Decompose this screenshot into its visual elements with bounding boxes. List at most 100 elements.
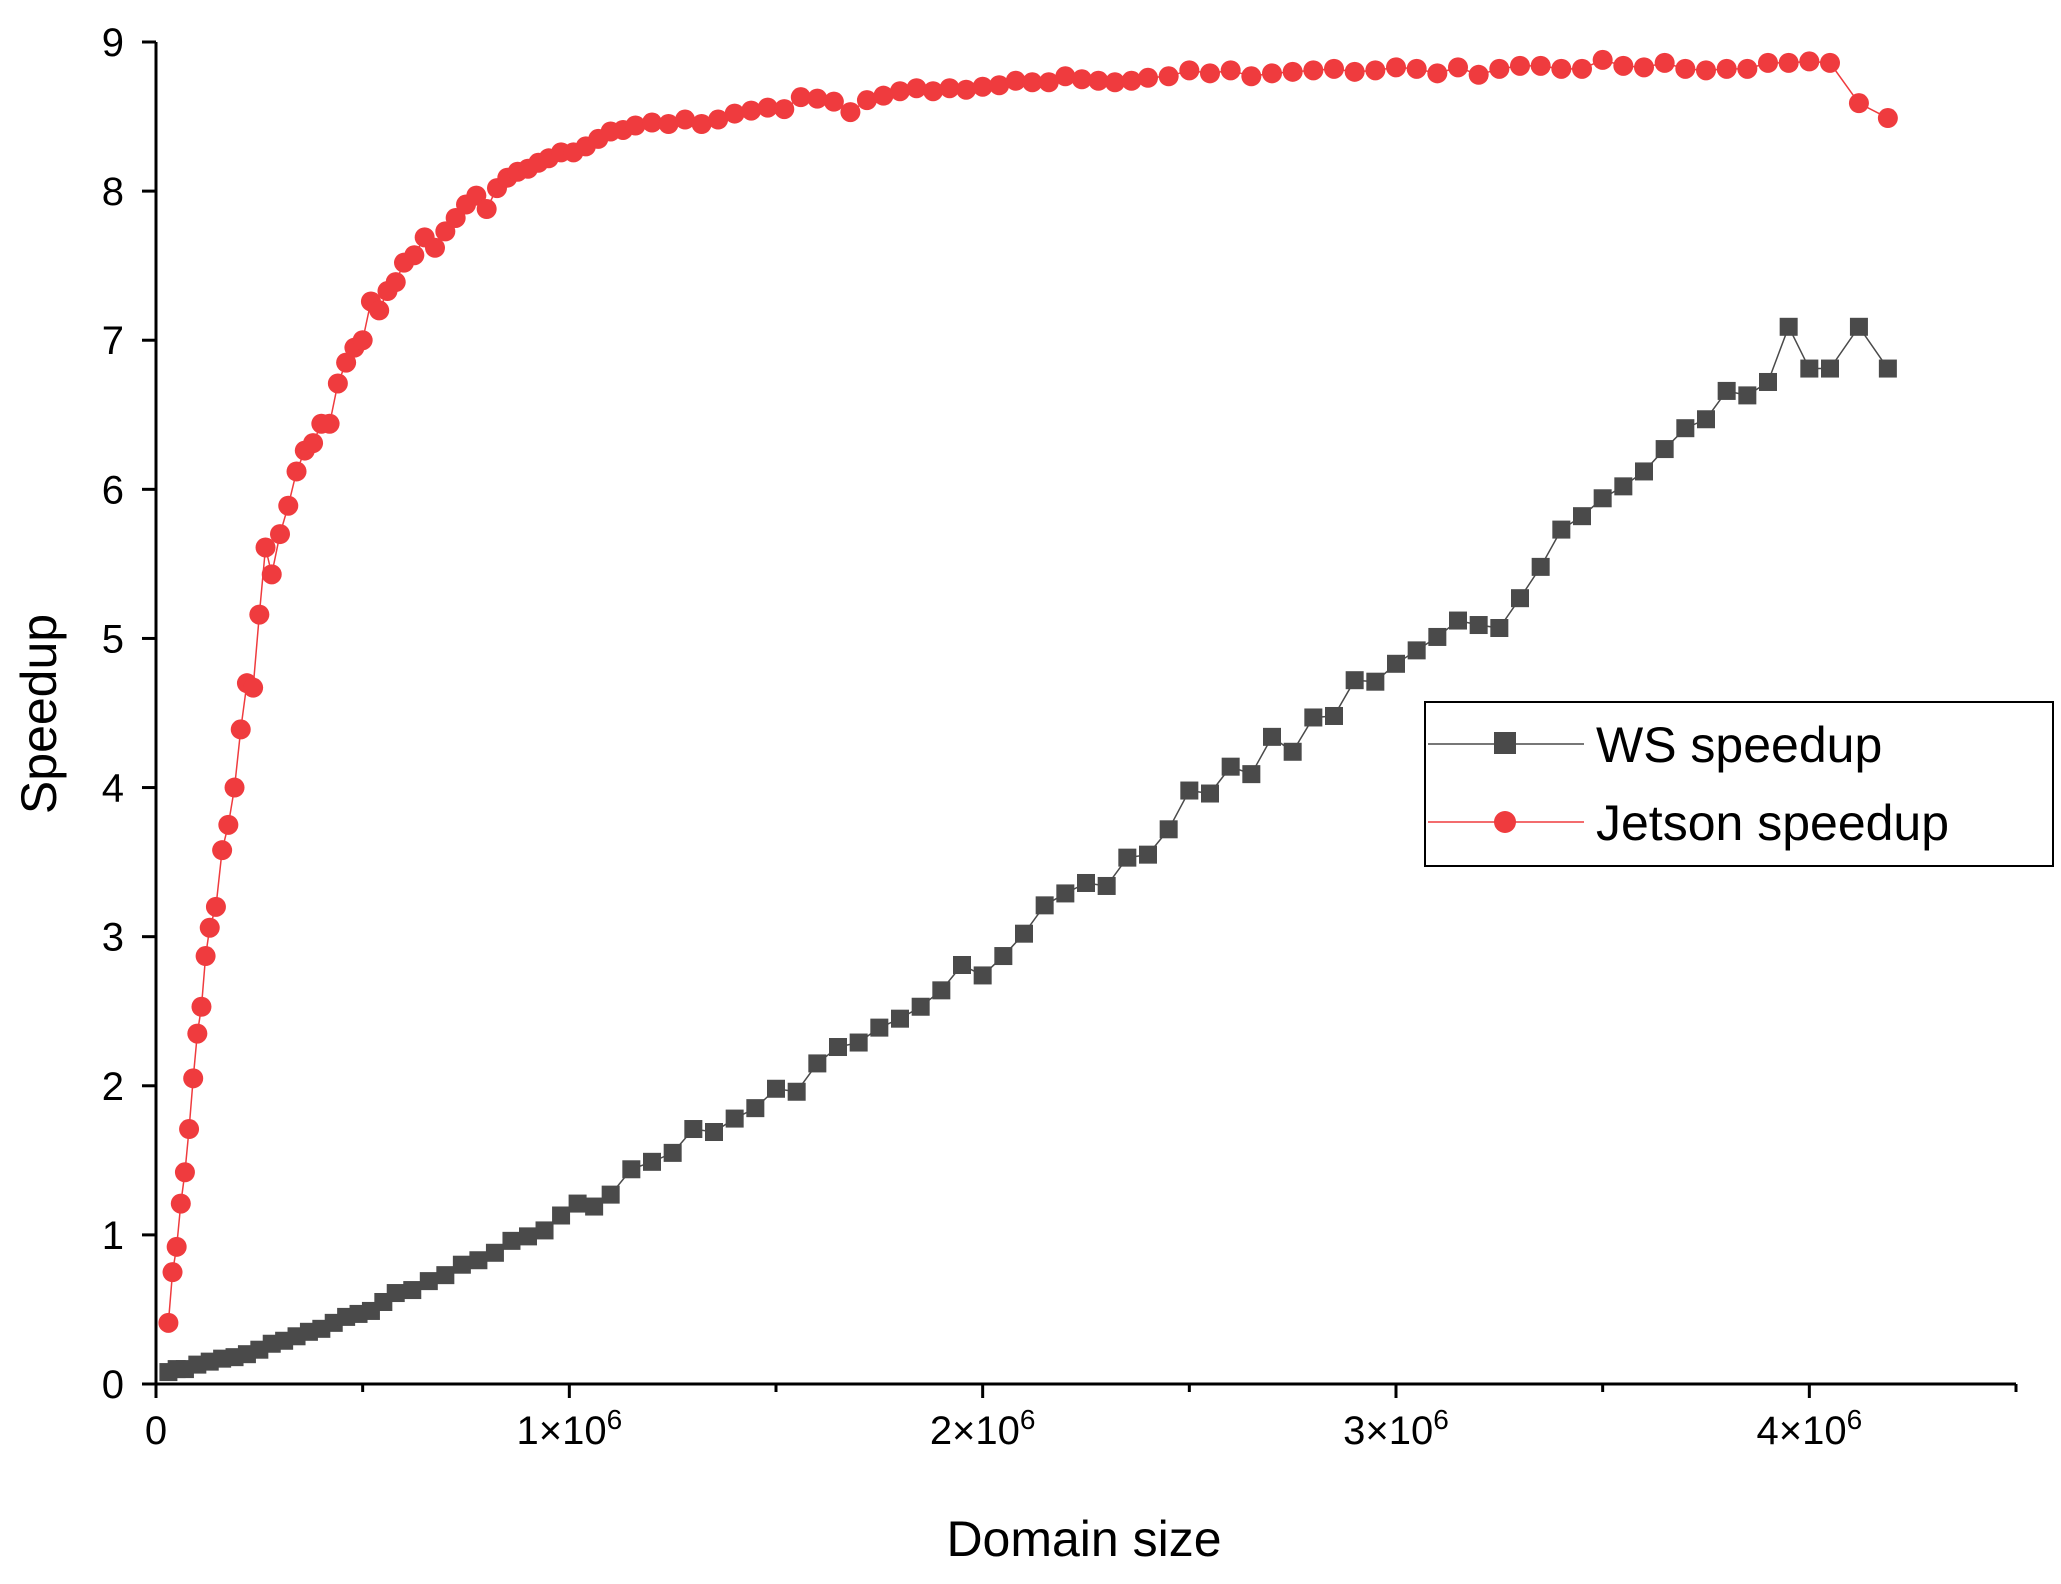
data-point [158,1312,179,1333]
y-tick-label: 8 [102,170,124,214]
data-point [1035,896,1054,915]
data-point [1055,66,1076,87]
data-point [519,1227,537,1246]
data-point [1877,108,1898,129]
data-point [191,996,212,1017]
data-point [1304,708,1323,727]
data-point [725,1109,744,1128]
data-point [1489,58,1510,79]
x-tick-label-mantissa: 0 [145,1409,167,1453]
data-point [1200,63,1220,84]
data-point [1303,60,1324,81]
data-point [643,1152,661,1171]
data-point [1283,742,1302,761]
data-point [1572,58,1592,79]
data-point [1345,671,1364,690]
data-point [352,330,373,351]
data-point [849,1033,868,1052]
data-point [1654,52,1675,73]
data-point [1386,57,1406,78]
data-point [385,272,406,293]
series-ws-speedup [159,317,1897,1382]
data-point [1104,72,1125,93]
data-point [1593,489,1612,508]
data-point [218,814,239,835]
data-point [856,90,877,111]
data-point [170,1193,191,1214]
data-point [1038,72,1059,93]
data-point [622,1160,641,1179]
data-point [1634,57,1654,78]
y-tick-label: 2 [102,1065,124,1109]
data-point [1263,727,1281,746]
data-point [1056,884,1075,903]
data-point [1220,60,1241,81]
data-point [199,917,220,938]
data-point [684,1120,703,1139]
data-point [1849,317,1868,336]
data-point [249,604,270,625]
y-tick-label: 1 [102,1214,124,1258]
data-point [270,524,290,545]
data-point [939,78,960,99]
data-point [327,373,348,394]
data-point [891,1009,909,1028]
x-axis-title: Domain size [946,1511,1221,1567]
data-point [1799,51,1820,72]
plot-frame [154,42,2016,1386]
data-point [1635,462,1653,481]
data-point [1675,58,1696,79]
y-axis-title: Speedup [11,614,67,814]
data-point [1468,64,1489,85]
data-point [1138,67,1158,88]
data-point [552,1206,571,1225]
y-tick-label: 7 [102,319,124,363]
data-point [1221,757,1240,776]
data-point [1613,55,1634,76]
data-point [1428,627,1447,646]
data-point [1490,619,1509,638]
y-tick-label: 9 [102,21,124,65]
data-point [1088,70,1109,91]
data-point [436,1266,455,1285]
data-point [1716,58,1737,79]
data-point [1737,58,1758,79]
y-tick-label: 6 [102,468,124,512]
data-point [1878,359,1897,378]
data-point [452,1255,471,1274]
data-point [890,81,910,102]
data-point [1201,784,1219,803]
data-point [568,1194,587,1213]
data-point [1022,72,1043,93]
data-point [601,1185,620,1204]
data-point [1592,49,1613,70]
data-point [195,946,216,967]
data-point [923,81,944,102]
data-point [1676,419,1695,438]
x-tick-label-mantissa: 1×10 [516,1409,606,1453]
data-point [1097,876,1116,895]
data-point [873,85,894,106]
data-point [224,777,245,798]
data-point [278,495,299,516]
data-point [425,237,445,258]
data-point [1448,57,1468,78]
data-point [485,1243,504,1262]
data-point [691,114,712,135]
data-point [162,1262,183,1283]
data-point [419,1272,438,1291]
y-tick-label: 0 [102,1363,124,1407]
data-point [1158,66,1179,87]
data-point [1469,616,1488,635]
legend: WS speedup Jetson speedup [1424,701,2054,867]
x-tick-label: 3×106 [1343,1404,1449,1453]
data-point [1848,93,1869,114]
data-point [469,1251,488,1270]
x-tick-label: 0 [145,1409,167,1453]
data-point [1365,60,1386,81]
data-point [675,109,696,130]
data-point [1696,60,1716,81]
data-point [1015,924,1033,943]
